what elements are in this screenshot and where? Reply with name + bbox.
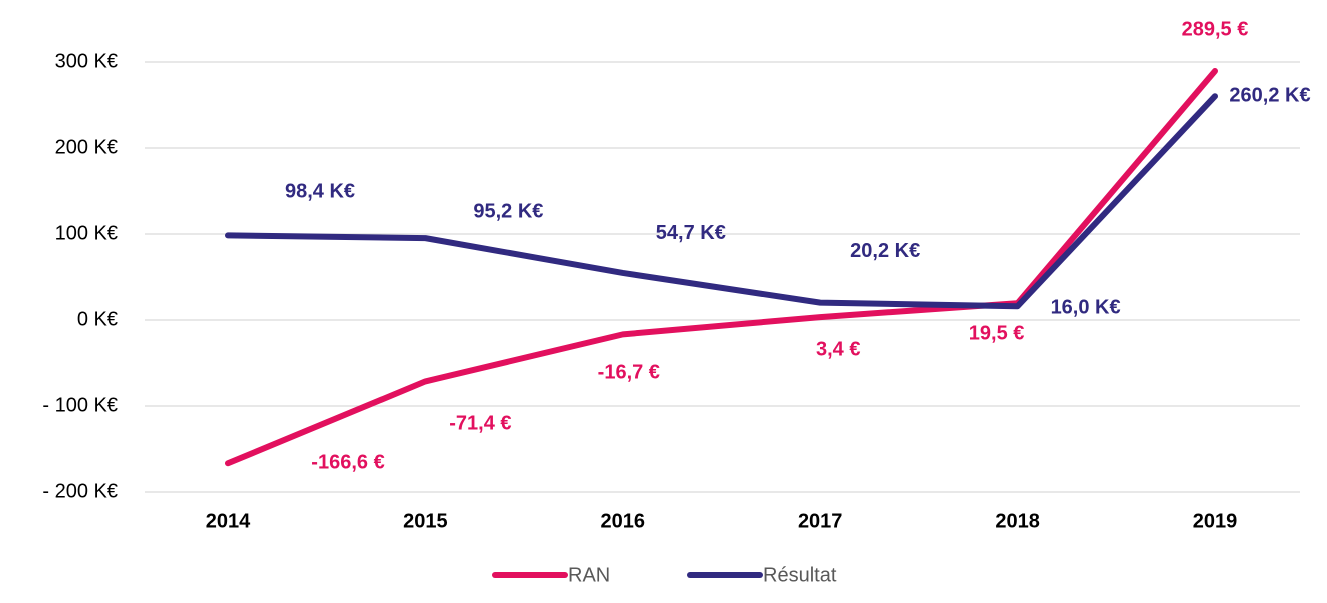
data-label: 289,5 € bbox=[1182, 18, 1249, 40]
line-series bbox=[225, 68, 1218, 467]
y-tick-label: 200 K€ bbox=[55, 136, 118, 158]
x-tick-label: 2019 bbox=[1193, 510, 1238, 532]
x-tick-label: 2016 bbox=[601, 510, 646, 532]
legend-label: RAN bbox=[568, 564, 610, 586]
data-label: 16,0 K€ bbox=[1051, 297, 1121, 319]
data-label: 54,7 K€ bbox=[656, 222, 726, 244]
y-tick-label: 300 K€ bbox=[55, 50, 118, 72]
data-label: 20,2 K€ bbox=[850, 240, 920, 262]
data-label: 260,2 K€ bbox=[1229, 85, 1310, 107]
x-tick-label: 2014 bbox=[206, 510, 251, 532]
data-label: -71,4 € bbox=[449, 413, 511, 435]
data-label: -16,7 € bbox=[598, 362, 660, 384]
data-label: 3,4 € bbox=[816, 338, 860, 360]
y-tick-label: - 100 K€ bbox=[42, 394, 118, 416]
legend-label: Résultat bbox=[763, 564, 837, 586]
y-tick-label: - 200 K€ bbox=[42, 480, 118, 502]
y-tick-label: 0 K€ bbox=[77, 308, 118, 330]
line-series bbox=[225, 93, 1218, 310]
x-tick-label: 2018 bbox=[995, 510, 1040, 532]
y-tick-label: 100 K€ bbox=[55, 222, 118, 244]
data-label: 19,5 € bbox=[969, 323, 1025, 345]
data-label: 98,4 K€ bbox=[285, 181, 355, 203]
data-label: -166,6 € bbox=[311, 452, 384, 474]
x-tick-label: 2015 bbox=[403, 510, 448, 532]
data-label: 95,2 K€ bbox=[473, 200, 543, 222]
x-tick-label: 2017 bbox=[798, 510, 843, 532]
